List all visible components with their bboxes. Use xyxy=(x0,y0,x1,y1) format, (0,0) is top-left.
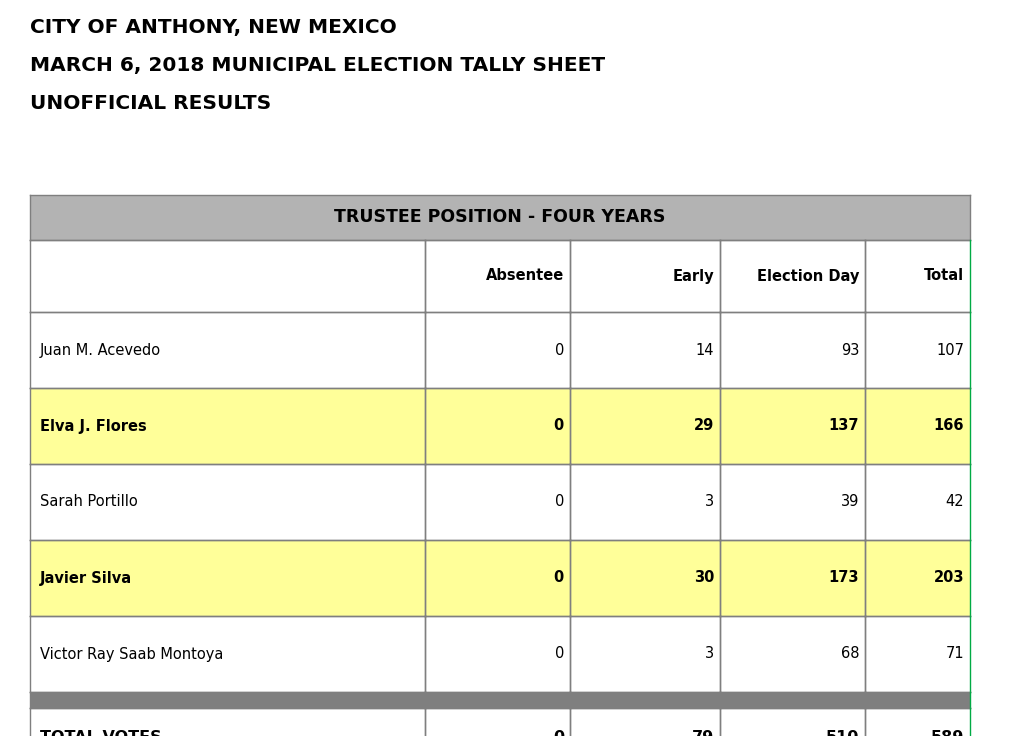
Text: 79: 79 xyxy=(692,729,714,736)
Bar xyxy=(865,464,970,540)
Text: 0: 0 xyxy=(553,729,564,736)
Bar xyxy=(30,616,425,692)
Bar xyxy=(30,540,425,616)
Bar xyxy=(30,195,970,240)
Text: Elva J. Flores: Elva J. Flores xyxy=(40,419,146,434)
Text: 0: 0 xyxy=(555,495,564,509)
Bar xyxy=(570,388,720,464)
Bar xyxy=(30,240,425,312)
Text: 93: 93 xyxy=(841,342,859,358)
Bar xyxy=(720,616,865,692)
Text: 29: 29 xyxy=(693,419,714,434)
Text: 589: 589 xyxy=(931,729,964,736)
Bar xyxy=(425,708,570,736)
Bar xyxy=(570,240,720,312)
Bar xyxy=(425,692,570,708)
Text: UNOFFICIAL RESULTS: UNOFFICIAL RESULTS xyxy=(30,94,271,113)
Bar xyxy=(425,388,570,464)
Bar xyxy=(865,240,970,312)
Text: Juan M. Acevedo: Juan M. Acevedo xyxy=(40,342,161,358)
Text: 71: 71 xyxy=(945,646,964,662)
Bar xyxy=(425,240,570,312)
Bar xyxy=(570,464,720,540)
Bar xyxy=(30,708,425,736)
Text: Victor Ray Saab Montoya: Victor Ray Saab Montoya xyxy=(40,646,223,662)
Text: Absentee: Absentee xyxy=(485,269,564,283)
Bar xyxy=(570,312,720,388)
Text: 14: 14 xyxy=(695,342,714,358)
Text: 0: 0 xyxy=(555,646,564,662)
Bar xyxy=(720,708,865,736)
Text: 107: 107 xyxy=(936,342,964,358)
Text: TRUSTEE POSITION - FOUR YEARS: TRUSTEE POSITION - FOUR YEARS xyxy=(334,208,666,227)
Bar xyxy=(720,692,865,708)
Text: 166: 166 xyxy=(934,419,964,434)
Text: 173: 173 xyxy=(828,570,859,586)
Bar xyxy=(425,616,570,692)
Bar xyxy=(865,540,970,616)
Text: 0: 0 xyxy=(555,342,564,358)
Text: 3: 3 xyxy=(705,646,714,662)
Bar xyxy=(425,464,570,540)
Text: CITY OF ANTHONY, NEW MEXICO: CITY OF ANTHONY, NEW MEXICO xyxy=(30,18,396,37)
Bar xyxy=(30,692,425,708)
Text: TOTAL VOTES: TOTAL VOTES xyxy=(40,729,162,736)
Bar xyxy=(425,540,570,616)
Text: 30: 30 xyxy=(693,570,714,586)
Text: 3: 3 xyxy=(705,495,714,509)
Text: 42: 42 xyxy=(945,495,964,509)
Text: 510: 510 xyxy=(825,729,859,736)
Text: Election Day: Election Day xyxy=(757,269,859,283)
Text: Total: Total xyxy=(924,269,964,283)
Text: 137: 137 xyxy=(828,419,859,434)
Bar xyxy=(865,312,970,388)
Text: Early: Early xyxy=(673,269,714,283)
Bar xyxy=(720,464,865,540)
Bar xyxy=(570,540,720,616)
Bar xyxy=(570,708,720,736)
Text: Javier Silva: Javier Silva xyxy=(40,570,132,586)
Bar xyxy=(720,240,865,312)
Bar xyxy=(865,692,970,708)
Bar xyxy=(865,708,970,736)
Bar xyxy=(720,388,865,464)
Bar xyxy=(720,312,865,388)
Bar xyxy=(570,692,720,708)
Bar xyxy=(865,616,970,692)
Bar xyxy=(30,464,425,540)
Bar xyxy=(30,312,425,388)
Text: MARCH 6, 2018 MUNICIPAL ELECTION TALLY SHEET: MARCH 6, 2018 MUNICIPAL ELECTION TALLY S… xyxy=(30,56,605,75)
Bar xyxy=(720,540,865,616)
Text: 68: 68 xyxy=(841,646,859,662)
Bar xyxy=(865,388,970,464)
Bar xyxy=(570,616,720,692)
Text: Sarah Portillo: Sarah Portillo xyxy=(40,495,138,509)
Bar xyxy=(30,388,425,464)
Text: 0: 0 xyxy=(554,419,564,434)
Text: 0: 0 xyxy=(554,570,564,586)
Text: 39: 39 xyxy=(841,495,859,509)
Bar xyxy=(425,312,570,388)
Text: 203: 203 xyxy=(934,570,964,586)
